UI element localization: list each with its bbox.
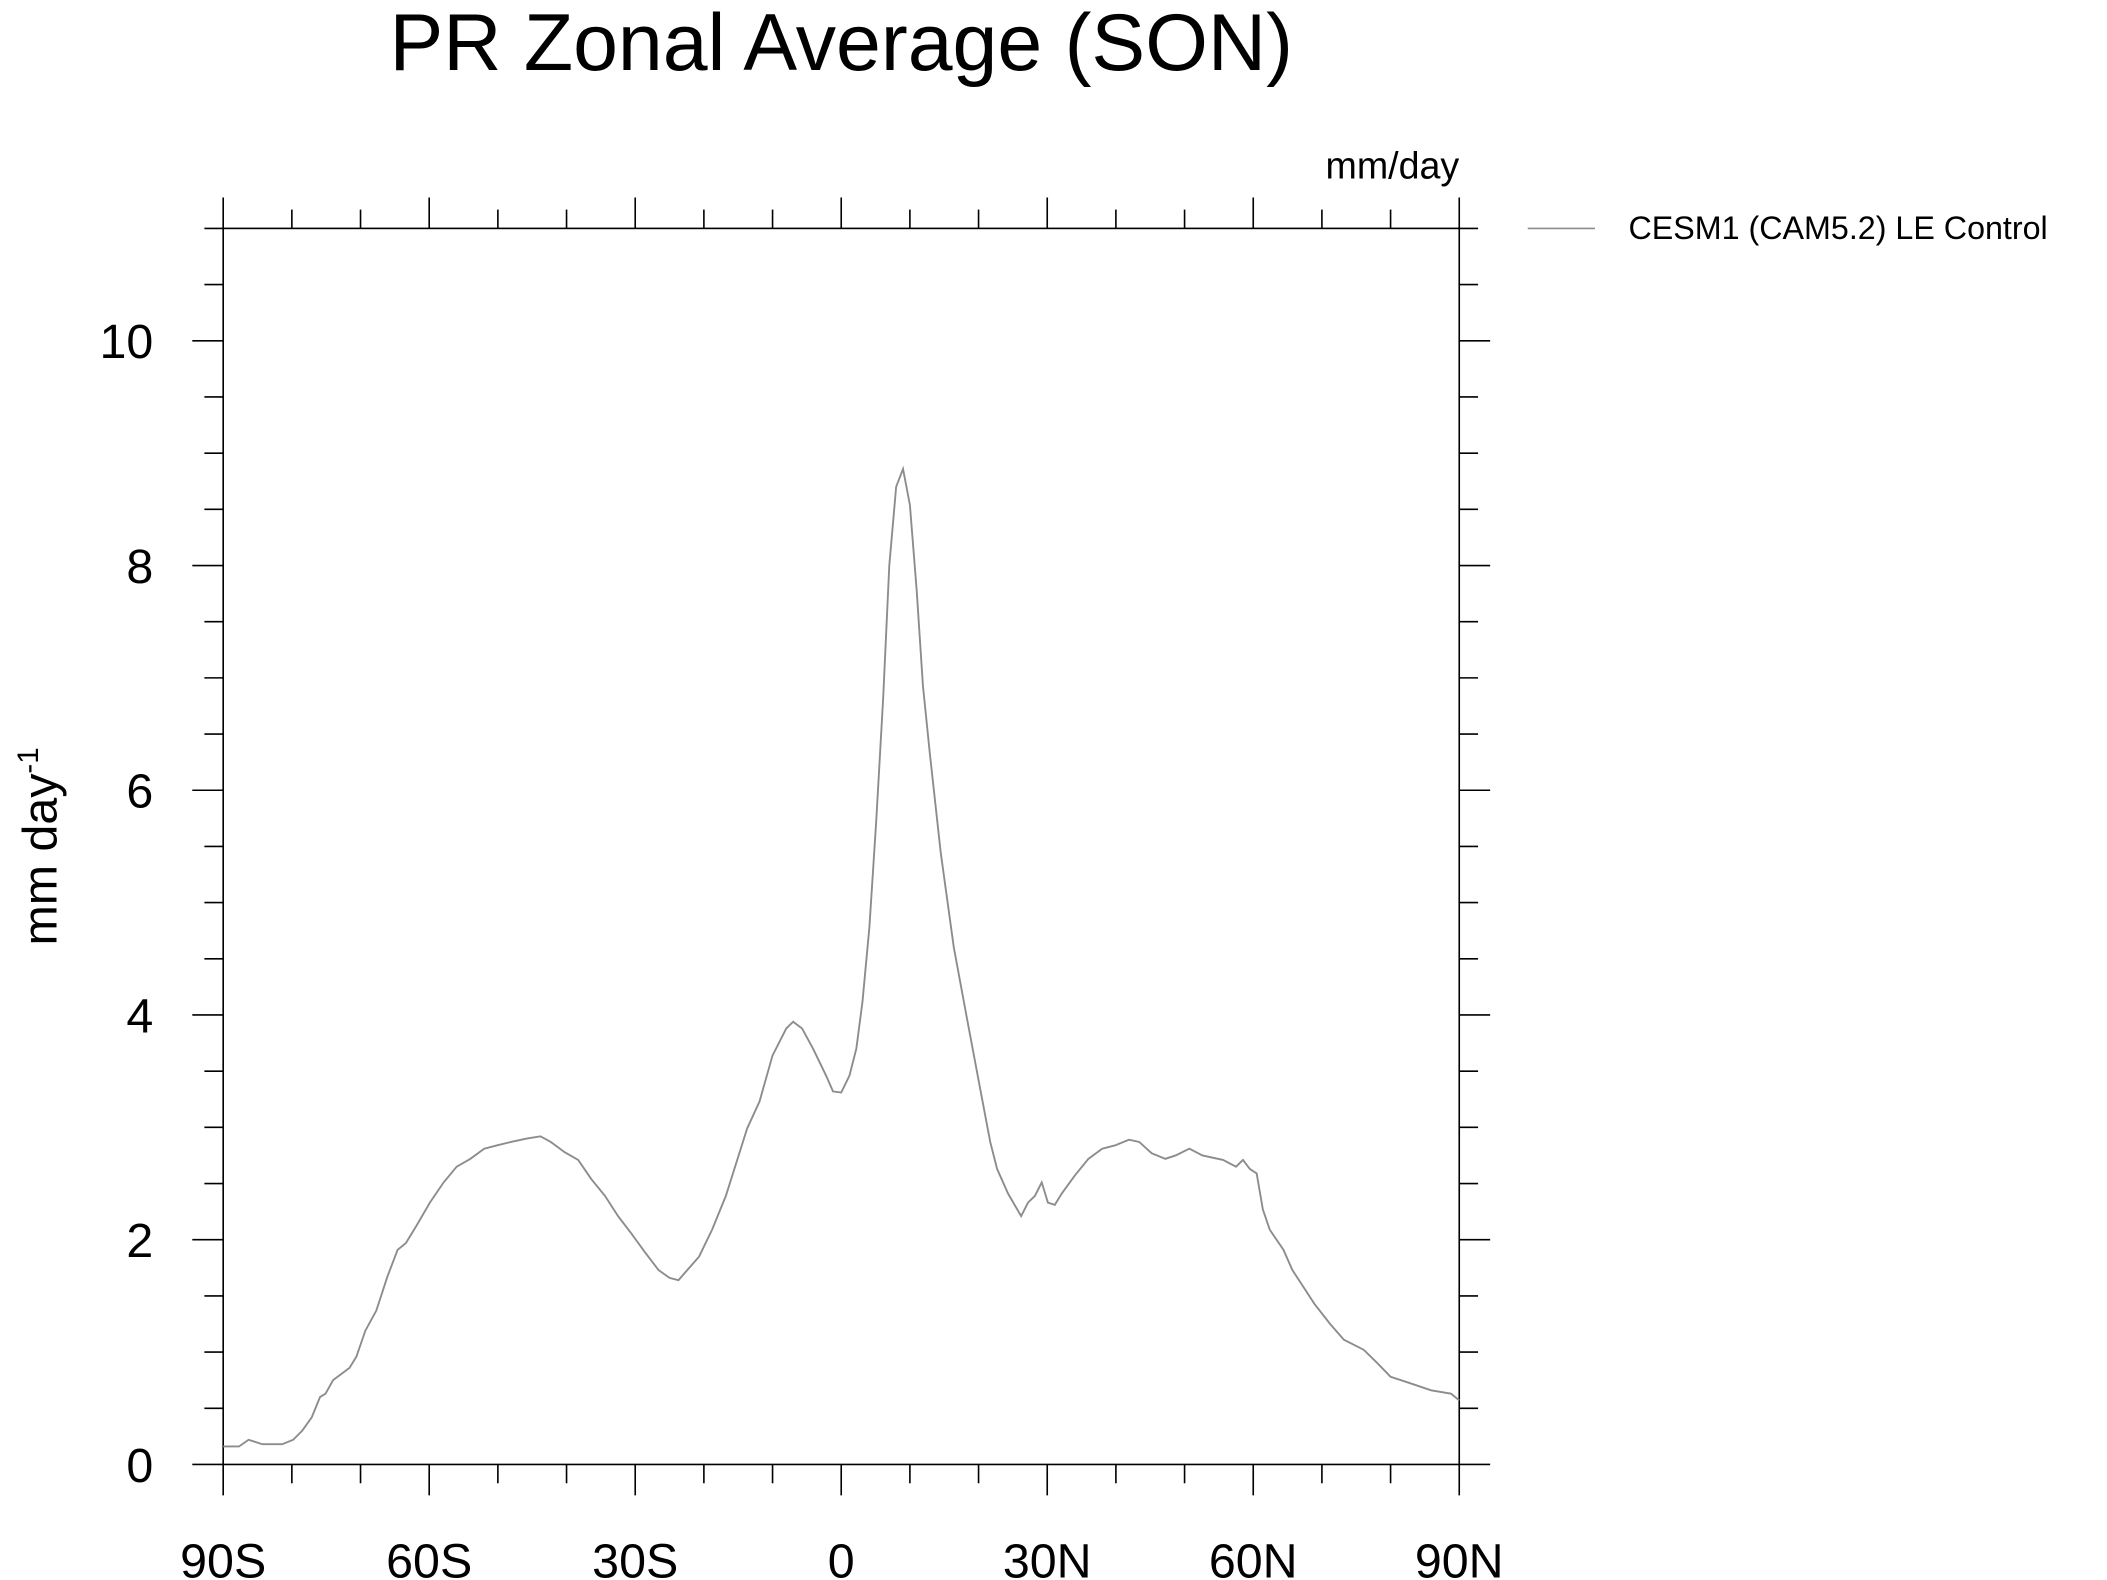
y-axis-label: mm day-1: [12, 747, 68, 945]
y-axis-label-exponent: -1: [12, 747, 45, 773]
x-tick-label: 90N: [1415, 1534, 1504, 1580]
y-tick-label: 2: [126, 1214, 153, 1268]
data-line: [223, 465, 1460, 1448]
chart-title: PR Zonal Average (SON): [389, 0, 1293, 88]
legend-label: CESM1 (CAM5.2) LE Control: [1629, 210, 2048, 246]
x-tick-label: 90S: [180, 1534, 266, 1580]
x-tick-label: 30S: [592, 1534, 678, 1580]
plot-frame: [222, 227, 1461, 1466]
x-tick-label: 0: [828, 1534, 855, 1580]
units-label: mm/day: [1325, 145, 1459, 187]
y-tick-label: 4: [126, 989, 153, 1043]
y-axis-label-text: mm day: [14, 773, 68, 946]
y-tick-label: 8: [126, 540, 153, 594]
y-tick-label: 10: [100, 315, 154, 369]
x-tick-label: 60S: [386, 1534, 472, 1580]
x-tick-label: 60N: [1209, 1534, 1298, 1580]
y-tick-label: 6: [126, 765, 153, 819]
x-tick-label: 30N: [1003, 1534, 1092, 1580]
y-tick-label: 0: [126, 1439, 153, 1493]
